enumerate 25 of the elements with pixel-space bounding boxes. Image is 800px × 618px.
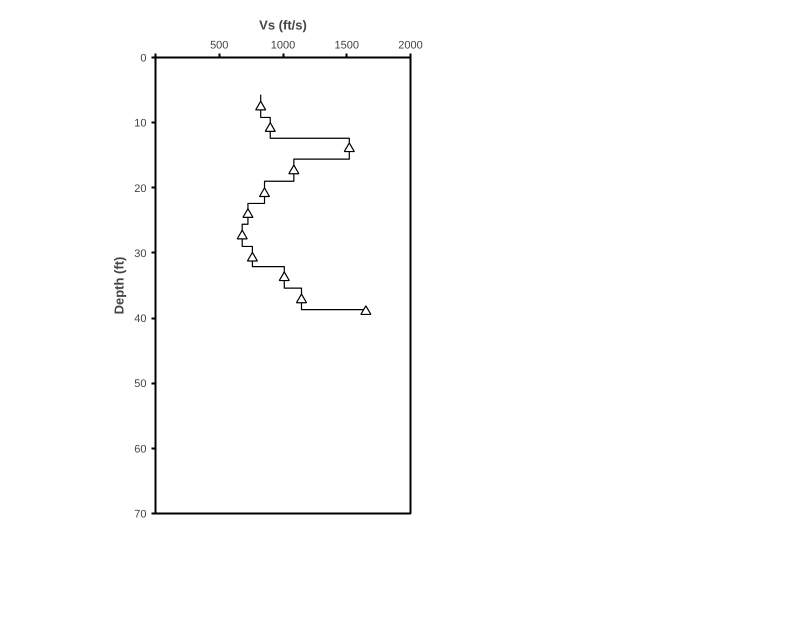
- x-tick-label: 500: [210, 40, 228, 52]
- point: [236, 230, 248, 240]
- y-tick-label: 40: [134, 313, 147, 326]
- x-tick-label: 1500: [334, 40, 359, 52]
- point: [288, 164, 300, 174]
- x-axis-title: Vs (ft/s): [259, 18, 307, 32]
- point: [360, 305, 372, 316]
- point: [258, 187, 270, 198]
- x-tick-label: 1000: [270, 40, 296, 52]
- y-tick-label: 70: [134, 508, 147, 520]
- y-tick-label: 50: [134, 378, 147, 390]
- y-axis-title: Depth (ft): [111, 256, 126, 314]
- point: [246, 252, 258, 262]
- x-tick-label: 2000: [398, 40, 423, 52]
- point: [255, 100, 266, 110]
- point: [344, 142, 355, 152]
- y-tick-label: 0: [140, 52, 147, 64]
- point: [242, 208, 254, 218]
- y-tick-label: 10: [134, 118, 147, 130]
- point: [264, 122, 276, 132]
- y-tick-label: 30: [134, 248, 147, 260]
- point: [296, 293, 308, 304]
- point: [278, 271, 290, 282]
- y-tick-label: 20: [134, 182, 147, 195]
- y-tick-label: 60: [134, 443, 147, 456]
